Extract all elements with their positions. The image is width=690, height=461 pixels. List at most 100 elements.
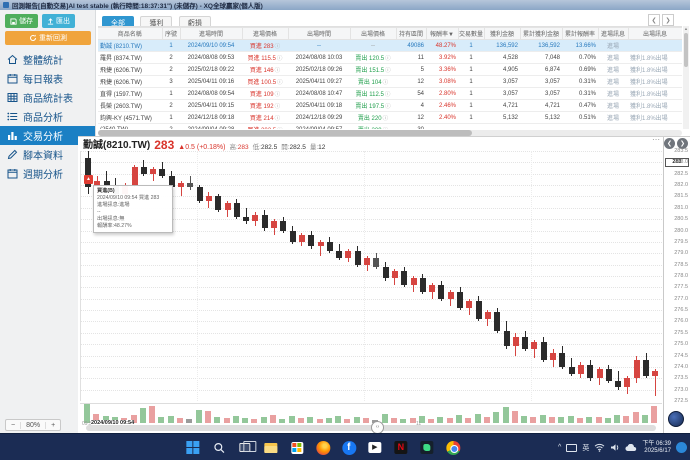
scroll-up-icon[interactable]: ▲ bbox=[684, 26, 688, 31]
table-vertical-scrollbar[interactable]: ▲ bbox=[683, 26, 689, 129]
column-header[interactable]: 累計獲利金額 bbox=[520, 27, 563, 40]
table-horizontal-scrollbar[interactable] bbox=[98, 130, 682, 136]
column-header[interactable]: 進場訊息 bbox=[598, 27, 629, 40]
display-tray-icon[interactable] bbox=[566, 443, 578, 452]
sidebar-item-1[interactable]: 每日報表 bbox=[0, 69, 95, 88]
start-button[interactable] bbox=[184, 439, 201, 456]
column-header[interactable]: 進場時間 bbox=[180, 27, 243, 40]
microsoft-store-button[interactable] bbox=[288, 439, 305, 456]
column-header[interactable]: 序號 bbox=[162, 27, 181, 40]
video-player-button[interactable]: ▶ bbox=[366, 439, 383, 456]
table-next-button[interactable]: ❯ bbox=[662, 14, 674, 26]
facebook-icon: f bbox=[341, 440, 356, 455]
column-header[interactable]: 累計報酬率 bbox=[562, 27, 599, 40]
table-row[interactable]: 勤誠 (8210.TW) 1 2024/09/10 09:54 買進 283ⓘ -- --… bbox=[98, 39, 682, 52]
table-row[interactable]: 直得 (1597.TW) 1 2024/08/08 09:54 買進 109ⓘ 2024… bbox=[98, 87, 682, 100]
column-header[interactable]: 出場時間 bbox=[288, 27, 351, 40]
info-icon[interactable]: ⓘ bbox=[385, 104, 391, 110]
volume-bar bbox=[576, 417, 583, 423]
facebook-button[interactable]: f bbox=[340, 439, 357, 456]
info-icon[interactable]: ⓘ bbox=[277, 128, 283, 129]
netflix-button[interactable]: N bbox=[392, 439, 409, 456]
windows-logo-icon bbox=[186, 441, 200, 454]
info-icon[interactable]: ⓘ bbox=[274, 104, 281, 110]
ime-indicator[interactable]: 英 bbox=[582, 444, 590, 452]
candle bbox=[289, 230, 296, 242]
zoom-in-button[interactable]: + bbox=[45, 421, 60, 429]
chart-horizontal-scrollbar[interactable]: ‹› bbox=[86, 421, 656, 434]
candle bbox=[429, 285, 436, 292]
info-icon[interactable]: ⓘ bbox=[274, 44, 281, 50]
candle bbox=[298, 235, 305, 242]
candlestick-chart[interactable]: ▲ 買進(B) 2024/09/10 09:54 買進 283 進場訊息:進場 -- 出… bbox=[80, 151, 662, 401]
sidebar-item-0[interactable]: 整體統計 bbox=[0, 50, 95, 69]
column-header[interactable]: 出場訊息 bbox=[628, 27, 682, 40]
sidebar-item-6[interactable]: 週期分析 bbox=[0, 164, 95, 183]
chrome-button[interactable] bbox=[444, 439, 461, 456]
sidebar-item-5[interactable]: 腳本資料 bbox=[0, 145, 95, 164]
taskbar-clock[interactable]: 下午 06:39 2025/6/17 bbox=[642, 441, 671, 455]
info-icon[interactable]: ⓘ bbox=[382, 116, 389, 122]
wifi-icon[interactable] bbox=[594, 443, 605, 452]
export-icon bbox=[47, 17, 54, 25]
table-row[interactable]: 鈞興-KY (4571.TW) 1 2024/12/18 09:18 買進 214ⓘ 2… bbox=[98, 111, 682, 124]
candle bbox=[596, 369, 603, 379]
info-icon[interactable]: ⓘ bbox=[276, 56, 283, 62]
firefox-button[interactable] bbox=[314, 439, 331, 456]
onedrive-icon[interactable] bbox=[625, 443, 637, 452]
speaker-icon[interactable] bbox=[610, 443, 620, 452]
more-options-icon[interactable]: ⋯ bbox=[652, 135, 660, 144]
column-header[interactable]: 商品名稱 bbox=[98, 27, 163, 40]
column-header[interactable]: 報酬率▼ bbox=[426, 27, 459, 40]
volume-bar bbox=[418, 415, 425, 423]
green-app-icon bbox=[420, 441, 434, 454]
sidebar-item-2[interactable]: 商品統計表 bbox=[0, 88, 95, 107]
save-button[interactable]: 儲存 bbox=[5, 14, 38, 28]
table-row[interactable]: 羅昇 (8374.TW) 2 2024/08/08 09:53 買進 115.5ⓘ 20… bbox=[98, 51, 682, 64]
chart-next-button[interactable]: ❯ bbox=[677, 138, 688, 149]
info-icon[interactable]: ⓘ bbox=[274, 68, 281, 74]
tray-expand-icon[interactable]: ^ bbox=[558, 444, 562, 451]
candle bbox=[577, 364, 584, 374]
chart-scroll-handle[interactable]: ‹› bbox=[371, 421, 384, 434]
info-icon[interactable]: ⓘ bbox=[274, 92, 281, 98]
column-header[interactable]: 持有區間 bbox=[396, 27, 427, 40]
info-icon[interactable]: ⓘ bbox=[385, 56, 391, 62]
volume-bar bbox=[102, 415, 109, 423]
table-row[interactable]: 飛捷 (6206.TW) 2 2025/02/18 09:22 買進 146ⓘ 2025… bbox=[98, 63, 682, 76]
column-header[interactable]: 獲利金額 bbox=[484, 27, 521, 40]
search-button[interactable] bbox=[210, 439, 227, 456]
export-button[interactable]: 匯出 bbox=[42, 14, 75, 28]
file-explorer-button[interactable] bbox=[262, 439, 279, 456]
info-icon[interactable]: ⓘ bbox=[274, 116, 281, 122]
table-prev-button[interactable]: ❮ bbox=[648, 14, 660, 26]
info-icon[interactable]: ⓘ bbox=[277, 80, 283, 86]
rerun-backtest-button[interactable]: 重新回測 bbox=[5, 31, 91, 45]
info-icon[interactable]: ⓘ bbox=[383, 128, 389, 129]
y-axis-tick-label: 277.5 bbox=[674, 284, 688, 291]
floating-widget-button[interactable] bbox=[668, 411, 684, 427]
green-app-button[interactable] bbox=[418, 439, 435, 456]
volume-bar bbox=[130, 414, 137, 423]
firefox-icon bbox=[315, 440, 330, 455]
column-header[interactable]: 進場價格 bbox=[242, 27, 289, 40]
sidebar-item-3[interactable]: 商品分析 bbox=[0, 107, 95, 126]
info-icon[interactable]: ⓘ bbox=[382, 80, 389, 86]
info-icon[interactable]: ⓘ bbox=[385, 68, 391, 74]
candle bbox=[187, 182, 194, 188]
zoom-out-button[interactable]: − bbox=[6, 421, 22, 429]
column-header[interactable]: 出場價格 bbox=[350, 27, 397, 40]
info-icon[interactable]: ⓘ bbox=[384, 92, 391, 98]
table-row[interactable]: 長榮 (2603.TW) 2 2025/04/11 09:15 買進 192ⓘ 2025… bbox=[98, 99, 682, 112]
task-view-button[interactable] bbox=[236, 439, 257, 456]
sidebar-item-4[interactable]: 交易分析 bbox=[0, 126, 95, 145]
volume-bar bbox=[651, 406, 658, 423]
candle bbox=[438, 285, 445, 299]
app-icon bbox=[3, 2, 9, 8]
y-axis-tick-label: 274.0 bbox=[674, 363, 688, 370]
notification-badge[interactable] bbox=[676, 442, 687, 453]
table-row[interactable]: 飛捷 (6206.TW) 3 2025/04/11 09:16 買進 100.5ⓘ 20… bbox=[98, 75, 682, 88]
chart-prev-button[interactable]: ❮ bbox=[664, 138, 675, 149]
column-header[interactable]: 交易數量 bbox=[458, 27, 485, 40]
